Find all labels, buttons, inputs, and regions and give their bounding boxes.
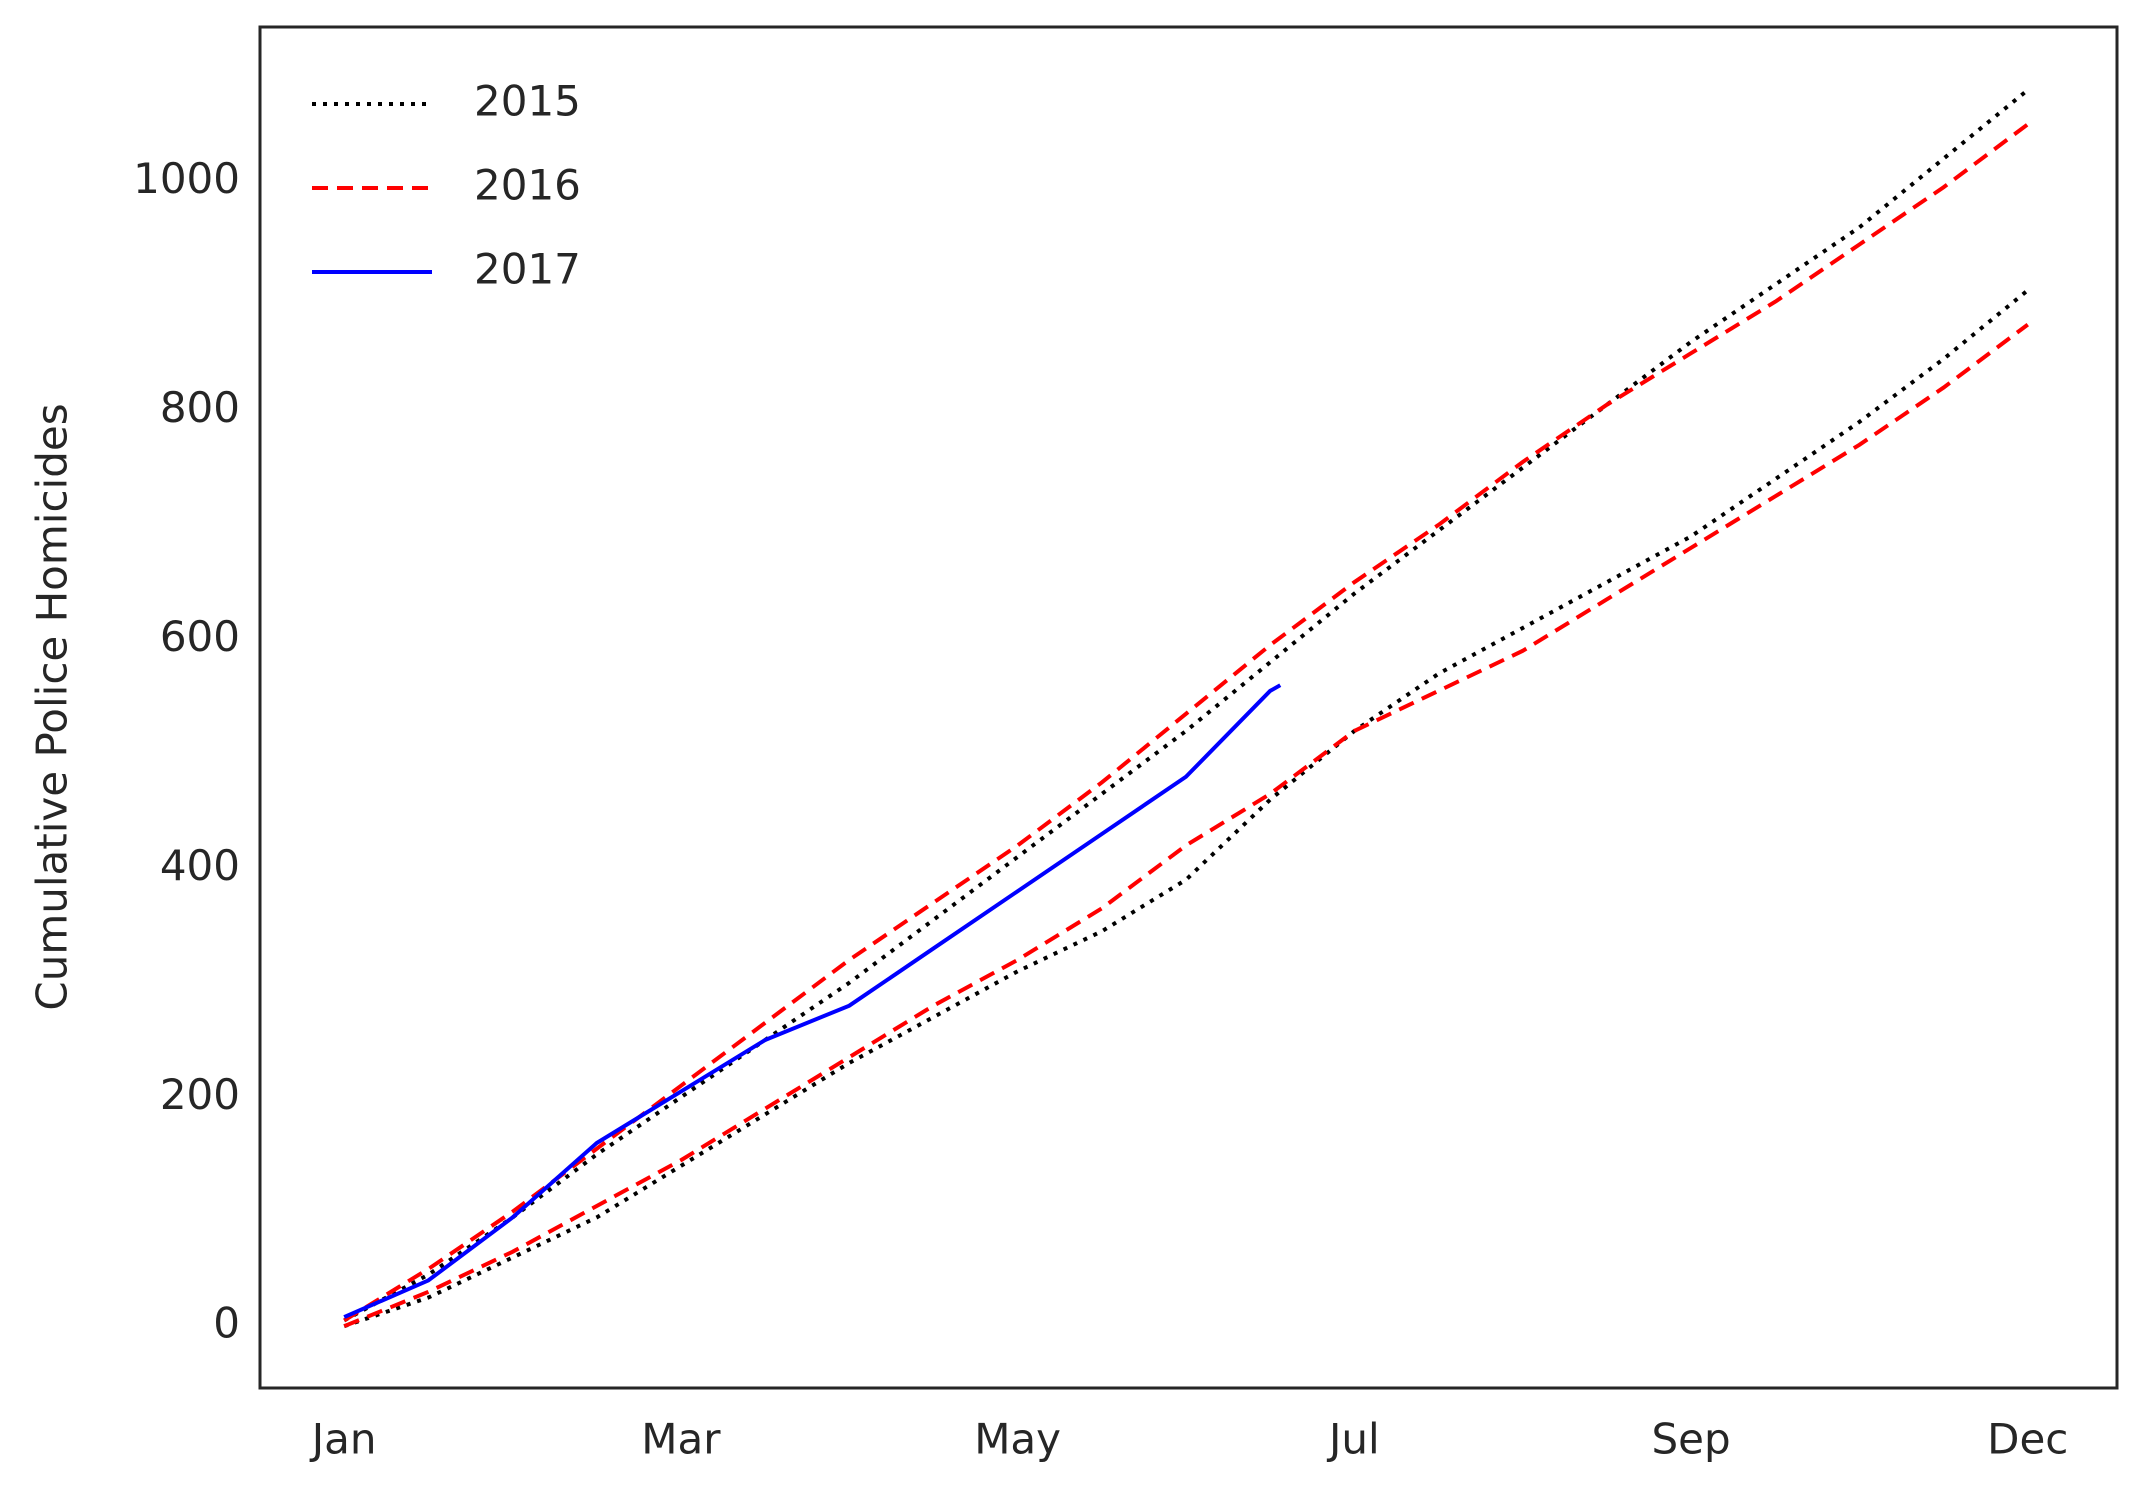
y-tick-label: 0 xyxy=(213,1299,240,1348)
data-line xyxy=(343,88,2030,1323)
y-tick-label: 800 xyxy=(160,383,240,432)
plot-frame xyxy=(258,25,2119,1390)
legend-label: 2016 xyxy=(474,161,581,210)
data-line xyxy=(343,288,2030,1329)
y-tick-label: 600 xyxy=(160,612,240,661)
y-axis-label: Cumulative Police Homicides xyxy=(28,403,77,1010)
y-tick-label: 200 xyxy=(160,1070,240,1119)
x-tick-label: Mar xyxy=(641,1415,721,1464)
legend-label: 2015 xyxy=(474,77,581,126)
legend-label: 2017 xyxy=(474,245,581,294)
y-tick-label: 400 xyxy=(160,841,240,890)
x-tick-label: Jul xyxy=(1326,1415,1380,1464)
data-line xyxy=(343,683,1282,1319)
x-tick-label: Sep xyxy=(1651,1415,1730,1464)
x-tick-label: Dec xyxy=(1987,1415,2068,1464)
data-line xyxy=(343,323,2029,1329)
x-tick-label: Jan xyxy=(309,1415,377,1464)
y-tick-label: 1000 xyxy=(133,154,240,203)
x-tick-label: May xyxy=(974,1415,1061,1464)
